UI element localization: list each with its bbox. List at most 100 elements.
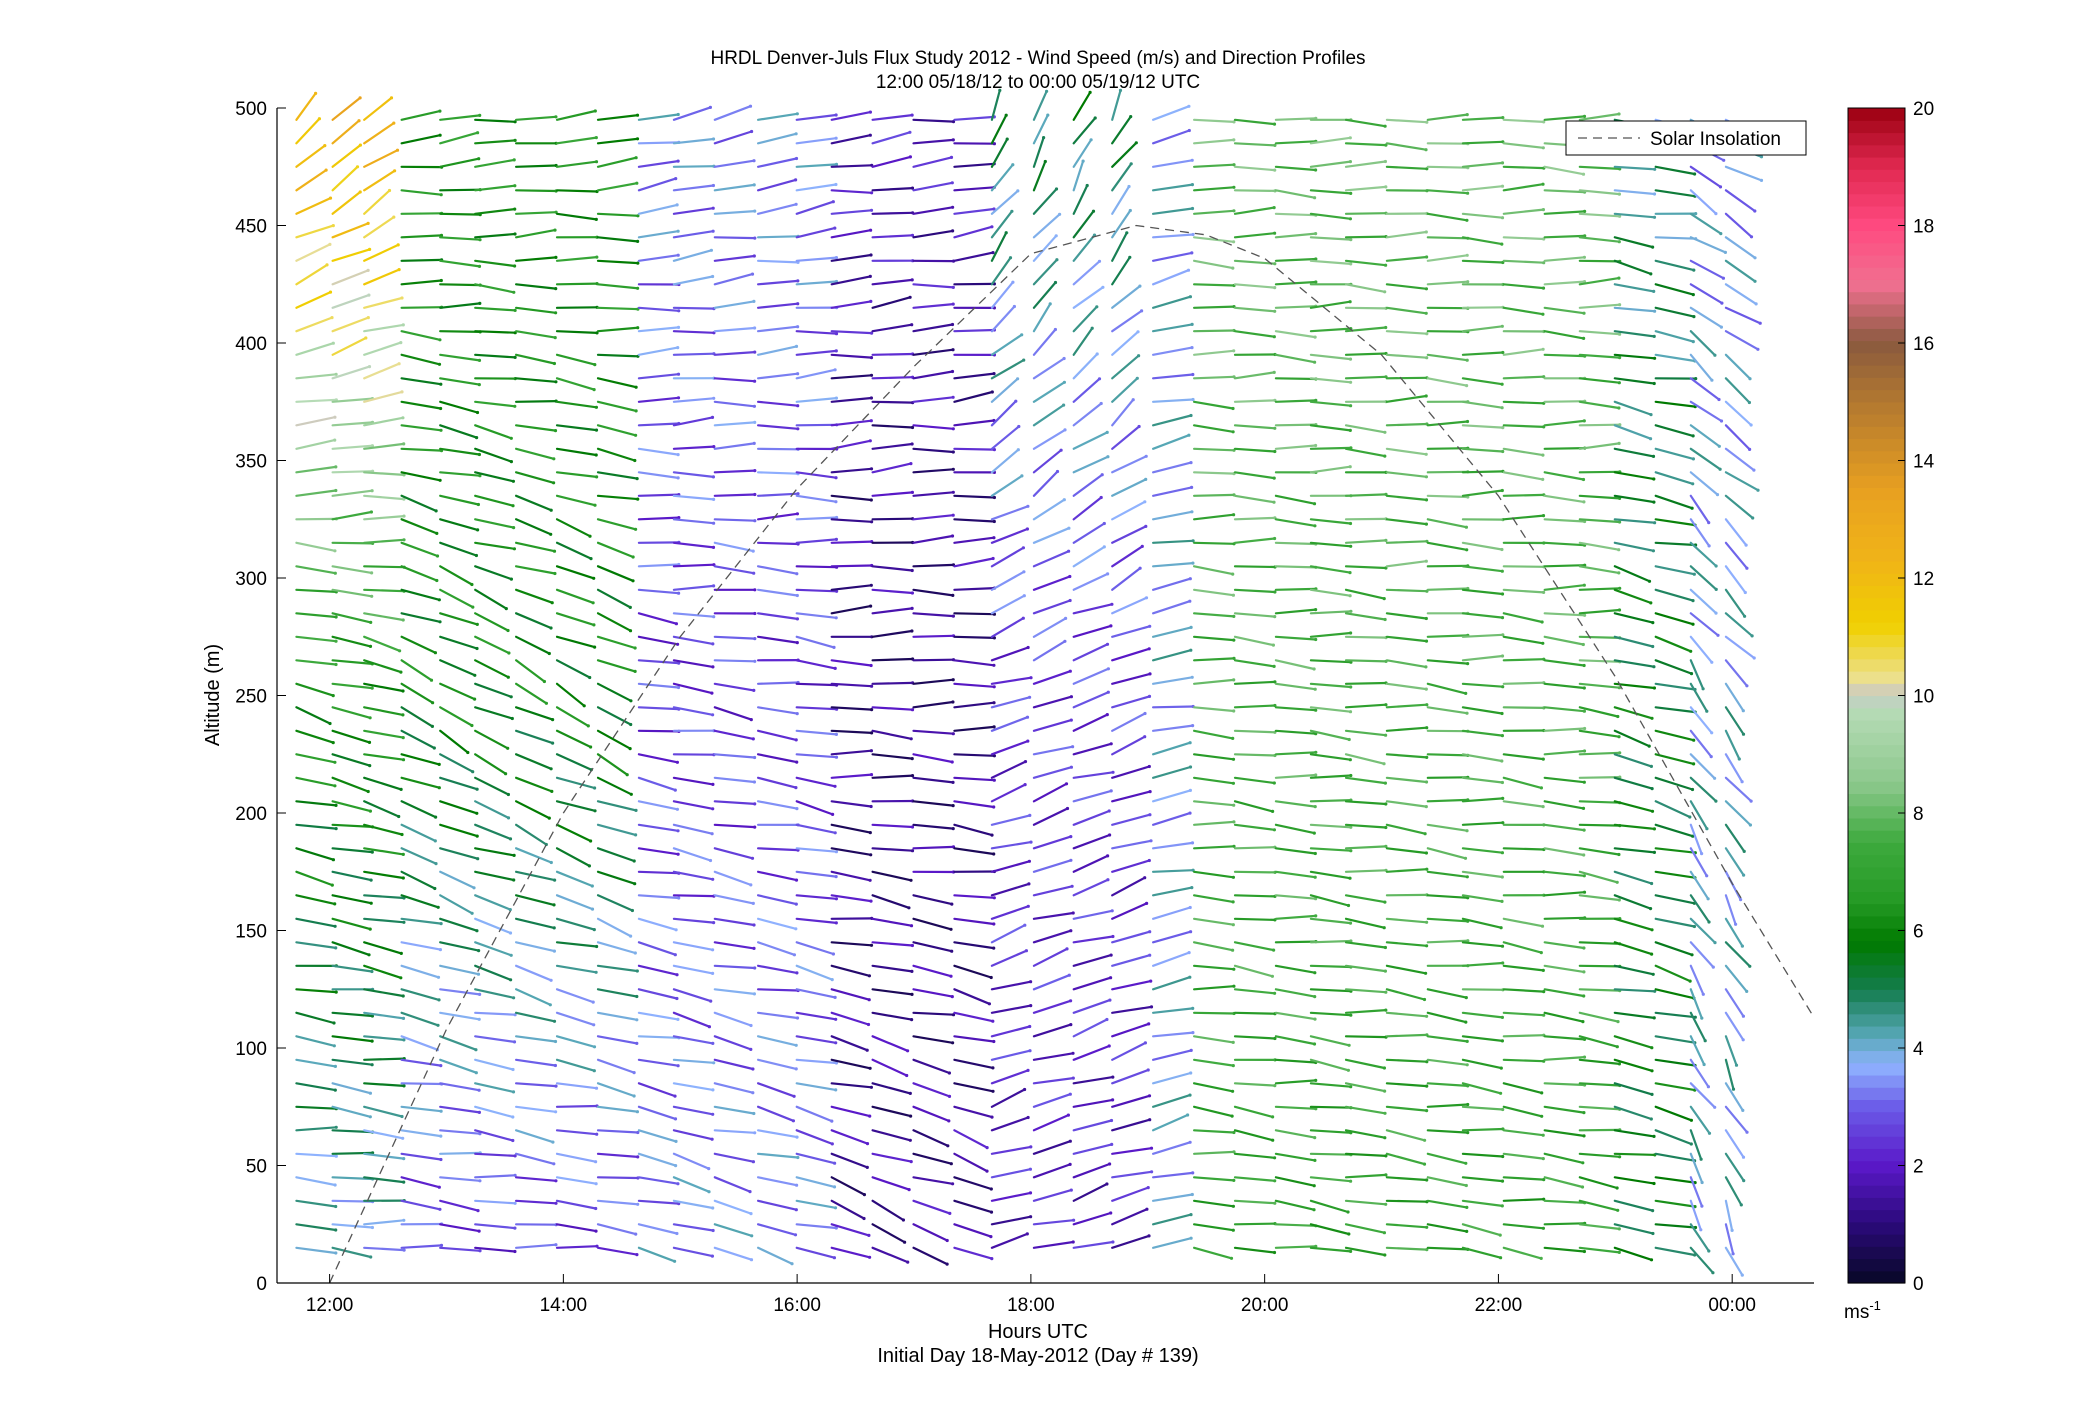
wind-barb-tip: [401, 689, 405, 693]
wind-barb-tip: [1382, 1066, 1386, 1070]
wind-barb: [1309, 465, 1352, 474]
wind-barb: [756, 964, 799, 975]
wind-barb: [953, 1223, 993, 1238]
wind-barb: [1502, 259, 1545, 264]
wind-barb: [555, 753, 593, 771]
wind-barb: [637, 659, 680, 665]
chart-title: HRDL Denver-Juls Flux Study 2012 - Wind …: [710, 48, 1365, 69]
wind-barb: [1689, 800, 1709, 830]
wind-barb-tip: [796, 325, 800, 329]
wind-barb-tip: [553, 571, 557, 576]
wind-barb: [871, 517, 914, 521]
wind-barb: [1072, 1075, 1114, 1085]
wind-barb: [1385, 682, 1428, 691]
wind-barb-tip: [334, 1154, 338, 1158]
wind-barb: [1724, 800, 1752, 827]
wind-barb: [1543, 1246, 1586, 1253]
wind-barb-tip: [1540, 1114, 1544, 1118]
wind-barb-tip: [1541, 805, 1545, 809]
wind-barb-tip: [1232, 120, 1236, 124]
wind-barb: [596, 1035, 638, 1045]
wind-barb: [912, 1176, 954, 1185]
wind-barb: [871, 588, 914, 595]
wind-barb: [830, 518, 873, 523]
colorbar-cell: [1848, 450, 1905, 464]
wind-barb-tip: [1143, 735, 1147, 739]
wind-barb: [1543, 1035, 1586, 1041]
wind-barb: [1111, 813, 1152, 826]
wind-barb: [1344, 1105, 1387, 1115]
wind-barb: [1233, 330, 1276, 338]
wind-barb-tip: [710, 415, 715, 419]
wind-barb: [1385, 659, 1428, 669]
wind-barb: [331, 1105, 372, 1118]
wind-barb: [830, 419, 873, 427]
wind-barb: [1309, 400, 1352, 407]
colorbar-cell: [1848, 352, 1905, 366]
wind-barb: [596, 236, 639, 243]
wind-barb: [713, 682, 755, 692]
wind-barb-tip: [370, 850, 374, 854]
wind-barb: [439, 800, 478, 815]
wind-barb-tip: [901, 1218, 906, 1222]
wind-barb: [1233, 516, 1277, 521]
wind-barb: [331, 444, 374, 450]
wind-barb-tip: [324, 168, 328, 172]
wind-barb: [953, 701, 996, 709]
wind-barb: [1689, 565, 1718, 591]
wind-barb-tip: [1384, 263, 1388, 267]
wind-barb-tip: [586, 724, 590, 728]
wind-barb: [1543, 1082, 1586, 1087]
wind-barb-tip: [1349, 380, 1353, 384]
wind-barb-tip: [1313, 687, 1317, 691]
wind-barb-tip: [1500, 592, 1505, 596]
wind-barb-tip: [869, 583, 873, 587]
wind-barb: [1151, 976, 1191, 991]
wind-barb-tip: [870, 684, 874, 688]
wind-barb: [756, 800, 799, 810]
wind-barb-tip: [990, 1257, 994, 1261]
wind-barb: [830, 1246, 871, 1259]
wind-barb: [474, 1174, 517, 1179]
wind-barb: [795, 280, 838, 286]
wind-barb-tip: [752, 946, 756, 951]
wind-barb-tip: [1072, 1218, 1076, 1222]
colorbar-cell: [1848, 132, 1905, 146]
wind-barb-tip: [1652, 477, 1656, 481]
wind-barb: [1111, 765, 1151, 779]
wind-barb: [756, 112, 799, 121]
wind-barb-tip: [1106, 878, 1110, 882]
wind-barb-tip: [1500, 1204, 1504, 1208]
wind-barb-tip: [589, 745, 593, 749]
colorbar-cell: [1848, 719, 1905, 733]
wind-barb: [596, 964, 639, 973]
wind-barb-tip: [1749, 235, 1754, 239]
wind-barb: [830, 1176, 866, 1196]
wind-barb: [672, 917, 715, 924]
wind-barb: [990, 783, 1027, 803]
wind-barb: [514, 256, 558, 262]
wind-barb-tip: [1146, 1186, 1150, 1190]
wind-barb-tip: [1272, 1250, 1277, 1255]
wind-barb: [1344, 1173, 1388, 1179]
wind-barb: [1274, 494, 1316, 505]
wind-barb: [1543, 1011, 1585, 1023]
wind-barb: [474, 208, 516, 215]
wind-barb: [1426, 1176, 1468, 1187]
colorbar-cell: [1848, 879, 1905, 892]
wind-barb: [1192, 678, 1235, 685]
wind-barb-tip: [1190, 183, 1194, 187]
wind-barb: [990, 474, 1024, 497]
wind-barb: [1654, 1223, 1697, 1229]
wind-barb: [953, 823, 994, 837]
wind-barb-tip: [1231, 781, 1235, 785]
wind-barb-tip: [753, 659, 757, 663]
wind-barb: [363, 1152, 405, 1160]
wind-barb: [514, 494, 553, 512]
wind-barb-tip: [1109, 953, 1113, 957]
wind-barb-tip: [1500, 1179, 1505, 1183]
wind-barb: [514, 659, 546, 683]
wind-barb-tip: [439, 382, 443, 386]
wind-barb: [1578, 635, 1621, 640]
